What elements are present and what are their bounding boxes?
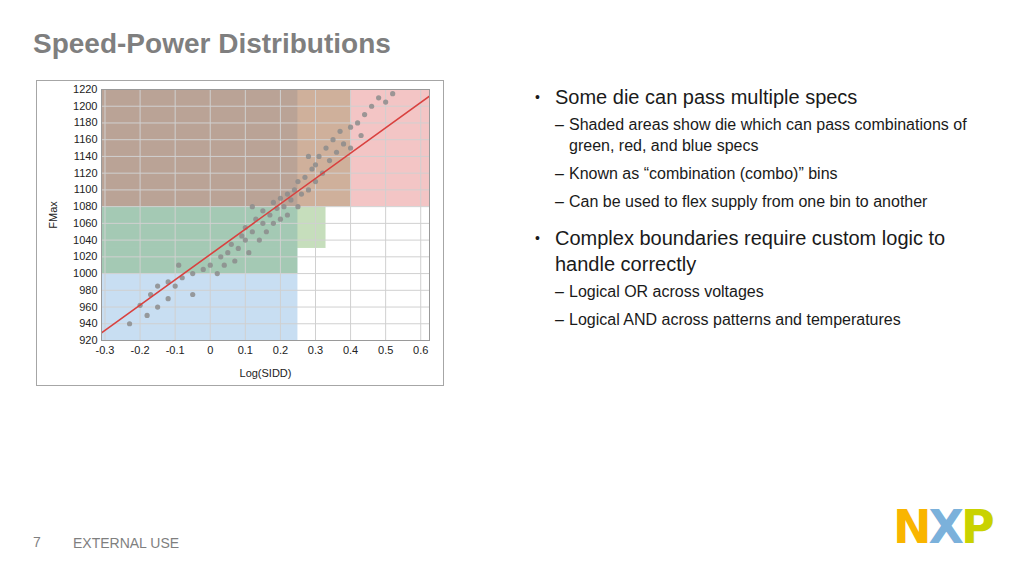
svg-text:Log(SIDD): Log(SIDD) bbox=[240, 367, 292, 379]
svg-text:1140: 1140 bbox=[74, 150, 98, 162]
svg-text:1080: 1080 bbox=[73, 200, 97, 212]
html-text:Known as “combination (combo)”: Known as “combination (combo)” bins bbox=[569, 165, 838, 182]
svg-text:0.2: 0.2 bbox=[273, 344, 288, 356]
html-text:Speed-Power Distributions: Speed-Power Distributions bbox=[33, 28, 391, 59]
svg-text:940: 940 bbox=[79, 317, 97, 329]
svg-text:1180: 1180 bbox=[74, 116, 98, 128]
svg-text:920: 920 bbox=[79, 334, 98, 346]
svg-text:960: 960 bbox=[79, 301, 97, 313]
svg-text:980: 980 bbox=[79, 284, 97, 296]
html-text:Shaded areas show die which ca: Shaded areas show die which can pass com… bbox=[569, 116, 967, 154]
html-text:N X P: N X P bbox=[893, 500, 992, 554]
svg-text:0.4: 0.4 bbox=[343, 344, 358, 356]
svg-text:0: 0 bbox=[207, 344, 213, 356]
svg-text:0.5: 0.5 bbox=[378, 344, 393, 356]
svg-text:1120: 1120 bbox=[74, 167, 98, 179]
svg-text:1040: 1040 bbox=[73, 234, 97, 246]
html-text:7: 7 bbox=[33, 534, 41, 550]
svg-text:1200: 1200 bbox=[73, 100, 97, 112]
html-text:Logical OR across voltages: Logical OR across voltages bbox=[569, 283, 764, 300]
html-text:Some die can pass multiple spe: Some die can pass multiple specs bbox=[555, 86, 858, 108]
svg-text:1100: 1100 bbox=[74, 183, 98, 195]
svg-text:-0.3: -0.3 bbox=[96, 344, 115, 356]
html-text:Logical AND across patterns an: Logical AND across patterns and temperat… bbox=[569, 311, 901, 328]
svg-text:FMax: FMax bbox=[47, 201, 59, 229]
svg-text:-0.2: -0.2 bbox=[131, 344, 150, 356]
svg-text:1160: 1160 bbox=[74, 133, 98, 145]
svg-text:1000: 1000 bbox=[73, 267, 97, 279]
svg-text:0.1: 0.1 bbox=[238, 344, 253, 356]
html-text:Can be used to flex supply fro: Can be used to flex supply from one bin … bbox=[569, 193, 928, 210]
svg-text:1020: 1020 bbox=[73, 250, 97, 262]
svg-text:1060: 1060 bbox=[73, 217, 97, 229]
svg-text:-0.1: -0.1 bbox=[166, 344, 185, 356]
svg-text:0.3: 0.3 bbox=[308, 344, 323, 356]
svg-text:0.6: 0.6 bbox=[413, 344, 428, 356]
svg-text:1220: 1220 bbox=[73, 83, 97, 95]
html-text:Complex boundaries require cus: Complex boundaries require custom logic … bbox=[555, 227, 946, 275]
html-text:EXTERNAL USE: EXTERNAL USE bbox=[73, 535, 180, 551]
